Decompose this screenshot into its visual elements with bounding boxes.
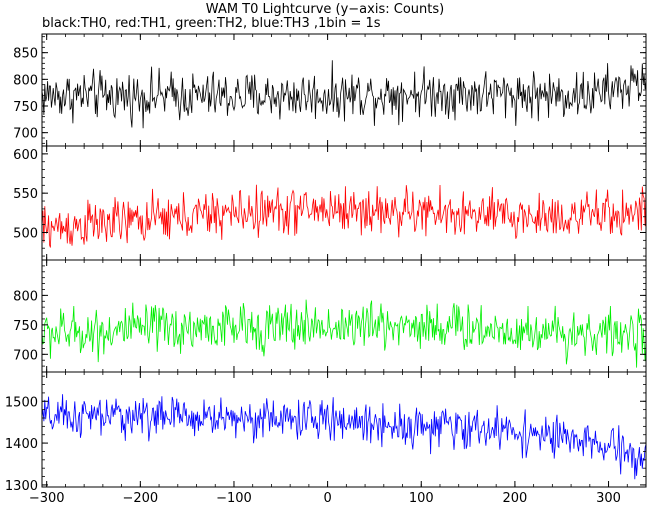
y-tick-label: 550 [13, 187, 38, 202]
y-tick-label: 600 [13, 148, 38, 163]
panel-th1: 500 550 600 [13, 145, 647, 261]
x-tick-label: 300 [596, 491, 621, 505]
series-th3-line [42, 394, 646, 480]
panel-th3: 1300 1400 1500 [5, 371, 647, 494]
x-tick-label: 200 [502, 491, 527, 505]
y-tick-label: 1300 [5, 479, 38, 494]
chart-subtitle: black:TH0, red:TH1, green:TH2, blue:TH3 … [42, 16, 381, 31]
series-th0-line [42, 60, 646, 129]
x-tick-label: −200 [122, 491, 158, 505]
panel-frame [41, 33, 647, 147]
series-th2-line [42, 299, 646, 368]
x-tick-label: 0 [323, 491, 331, 505]
x-tick-label: −100 [216, 491, 252, 505]
chart-title: WAM T0 Lightcurve (y−axis: Counts) [205, 2, 445, 17]
y-tick-label: 1500 [5, 395, 38, 410]
series-th1-line [42, 184, 646, 248]
x-tick-label: 100 [409, 491, 434, 505]
y-tick-label: 500 [13, 226, 38, 241]
y-tick-label: 800 [13, 289, 38, 304]
y-tick-label: 1400 [5, 437, 38, 452]
y-tick-label: 750 [13, 319, 38, 334]
y-tick-label: 700 [13, 348, 38, 363]
y-tick-label: 750 [13, 100, 38, 115]
panel-th0: 700 750 800 850 [13, 33, 647, 147]
y-tick-label: 800 [13, 73, 38, 88]
panel-th2: 700 750 800 [13, 259, 647, 373]
y-tick-label: 700 [13, 127, 38, 142]
x-tick-label: −300 [29, 491, 65, 505]
panel-frame [41, 371, 647, 488]
y-tick-label: 850 [13, 47, 38, 62]
